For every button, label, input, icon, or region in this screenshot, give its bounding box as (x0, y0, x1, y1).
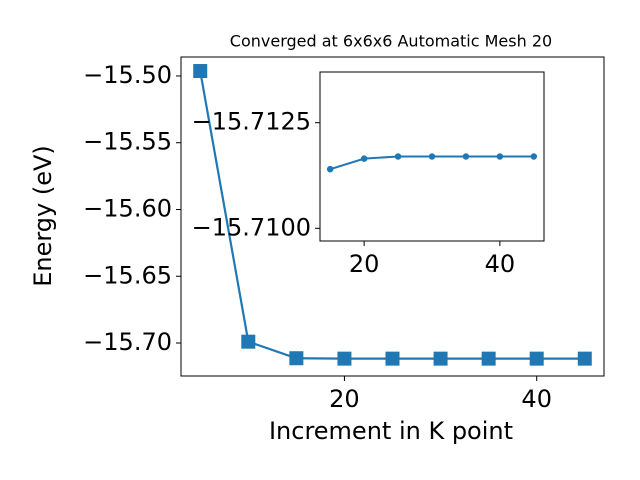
marker (326, 165, 334, 173)
marker (577, 351, 592, 366)
y-tick-label: −15.70 (83, 328, 172, 356)
marker (360, 155, 368, 162)
marker (193, 64, 208, 79)
marker (394, 153, 402, 160)
x-tick-label: 20 (329, 385, 360, 413)
marker (385, 351, 400, 366)
plot-frame (319, 71, 545, 242)
chart-title: Converged at 6x6x6 Automatic Mesh 20 (230, 32, 552, 51)
marker (433, 351, 448, 366)
y-tick-label: −15.7125 (192, 108, 311, 136)
y-tick-label: −15.65 (83, 261, 172, 289)
marker (428, 153, 436, 160)
y-axis-label: Energy (eV) (29, 145, 57, 287)
plot-frame (180, 56, 605, 377)
x-tick-label: 40 (485, 250, 516, 278)
y-tick-label: −15.50 (83, 61, 172, 89)
x-axis-label: Increment in K point (269, 417, 513, 445)
x-tick-label: 20 (349, 250, 380, 278)
marker (496, 153, 504, 160)
y-tick-label: −15.7100 (192, 213, 311, 241)
marker (530, 153, 538, 160)
x-tick-label: 40 (521, 385, 552, 413)
marker (462, 153, 470, 160)
y-tick-label: −15.60 (83, 194, 172, 222)
marker (337, 351, 352, 366)
marker (289, 351, 304, 366)
y-tick-label: −15.55 (83, 128, 172, 156)
marker (481, 351, 496, 366)
marker (241, 334, 256, 349)
marker (529, 351, 544, 366)
